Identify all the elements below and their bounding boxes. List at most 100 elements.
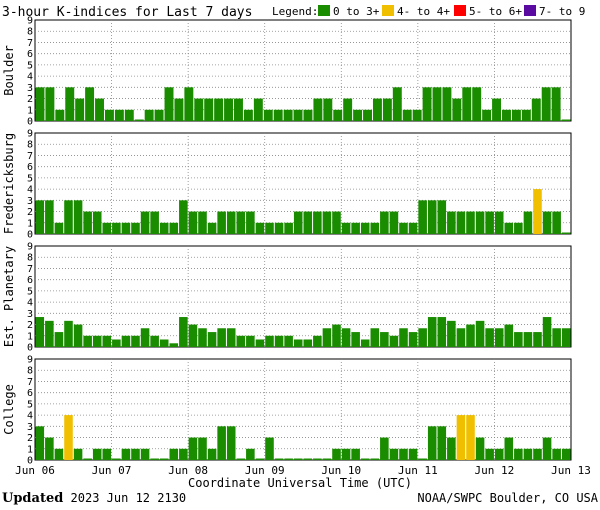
kp-bar xyxy=(504,222,514,234)
kp-bar xyxy=(552,448,561,460)
kp-bar xyxy=(54,448,64,460)
kp-bar xyxy=(412,109,422,121)
kp-bar xyxy=(114,109,124,121)
kp-bar xyxy=(494,448,504,460)
y-tick-label: 9 xyxy=(27,129,33,140)
kp-bar xyxy=(283,109,293,121)
updated-timestamp: Updated 2023 Jun 12 2130 xyxy=(2,490,186,507)
kp-bar xyxy=(265,222,274,234)
kp-bar xyxy=(323,98,333,121)
kp-bar xyxy=(542,317,552,347)
kp-bar xyxy=(511,109,521,121)
updated-label: Updated xyxy=(2,491,64,506)
kp-bar xyxy=(370,328,380,347)
y-tick-label: 0 xyxy=(27,117,33,128)
kp-bar xyxy=(169,448,179,460)
kp-bar xyxy=(131,448,140,460)
kp-bar xyxy=(255,222,265,234)
kp-bar xyxy=(399,328,408,347)
kp-bar xyxy=(427,200,437,234)
kp-bar xyxy=(333,109,343,121)
kp-bar xyxy=(466,211,475,234)
kp-bar xyxy=(341,448,351,460)
kp-bar xyxy=(561,448,571,460)
kp-bar xyxy=(83,458,92,460)
kp-bar xyxy=(322,458,332,460)
kp-bar xyxy=(121,335,131,347)
kp-bar xyxy=(485,328,494,347)
kp-bar xyxy=(418,200,427,234)
legend-swatch xyxy=(524,5,536,16)
kp-bar xyxy=(35,200,45,234)
y-tick-label: 6 xyxy=(27,49,33,60)
kp-bar xyxy=(265,437,274,460)
kp-bar xyxy=(188,437,198,460)
kp-bar xyxy=(73,448,83,460)
kp-bar xyxy=(207,332,217,347)
kp-bar xyxy=(523,332,533,347)
kp-bar xyxy=(442,87,452,121)
kp-bar xyxy=(427,426,437,460)
kp-bar xyxy=(303,458,313,460)
kp-bar xyxy=(293,458,303,460)
kp-index-figure: 3-hour K-indices for Last 7 days Legend:… xyxy=(2,5,591,490)
kp-bar xyxy=(253,98,263,121)
x-tick-label: Jun 08 xyxy=(168,464,208,477)
chart-title: 3-hour K-indices for Last 7 days xyxy=(2,5,252,20)
plot-frame xyxy=(34,358,572,461)
y-tick-label: 7 xyxy=(27,264,33,275)
kp-bar xyxy=(402,109,412,121)
kp-bar xyxy=(313,335,322,347)
y-tick-label: 5 xyxy=(27,399,33,410)
kp-bar xyxy=(159,222,169,234)
y-tick-label: 8 xyxy=(27,366,33,377)
kp-bar xyxy=(389,211,399,234)
legend-swatch xyxy=(382,5,394,16)
kp-bar xyxy=(174,98,184,121)
kp-bar xyxy=(207,222,217,234)
kp-bar xyxy=(226,211,236,234)
kp-bar xyxy=(447,211,456,234)
kp-bar xyxy=(494,211,504,234)
x-tick-label: Jun 06 xyxy=(15,464,55,477)
kp-bar xyxy=(112,222,121,234)
kp-bar xyxy=(341,328,351,347)
kp-bar xyxy=(35,87,45,121)
y-tick-label: 8 xyxy=(27,27,33,38)
y-tick-label: 3 xyxy=(27,422,33,433)
kp-bar xyxy=(408,222,418,234)
kp-bar xyxy=(45,320,54,347)
kp-bar xyxy=(408,448,418,460)
kp-bar xyxy=(274,222,284,234)
station-label: Boulder xyxy=(2,45,16,96)
kp-bar xyxy=(303,339,313,347)
x-axis-label: Coordinate Universal Time (UTC) xyxy=(188,476,412,490)
station-label: Fredericksburg xyxy=(2,133,16,234)
y-tick-label: 1 xyxy=(27,444,33,455)
kp-bar xyxy=(95,98,104,121)
kp-bar xyxy=(360,222,370,234)
kp-bar xyxy=(462,87,472,121)
kp-bar xyxy=(102,335,112,347)
kp-bar xyxy=(104,109,114,121)
kp-bar xyxy=(144,109,154,121)
station-label: Est. Planetary xyxy=(2,246,16,347)
kp-bar xyxy=(322,211,332,234)
kp-bar xyxy=(432,87,442,121)
y-tick-label: 8 xyxy=(27,253,33,264)
kp-bar xyxy=(313,458,322,460)
kp-bar xyxy=(303,211,313,234)
kp-bar xyxy=(150,335,159,347)
kp-bar xyxy=(159,339,169,347)
y-tick-label: 8 xyxy=(27,140,33,151)
y-tick-label: 5 xyxy=(27,60,33,71)
kp-bar xyxy=(313,98,323,121)
kp-bar xyxy=(140,448,150,460)
updated-value: 2023 Jun 12 2130 xyxy=(70,491,187,505)
y-tick-label: 0 xyxy=(27,456,33,467)
kp-bar xyxy=(85,87,95,121)
kp-bar xyxy=(179,448,188,460)
x-tick-label: Jun 10 xyxy=(321,464,361,477)
y-tick-label: 0 xyxy=(27,230,33,241)
kp-bar xyxy=(45,87,55,121)
